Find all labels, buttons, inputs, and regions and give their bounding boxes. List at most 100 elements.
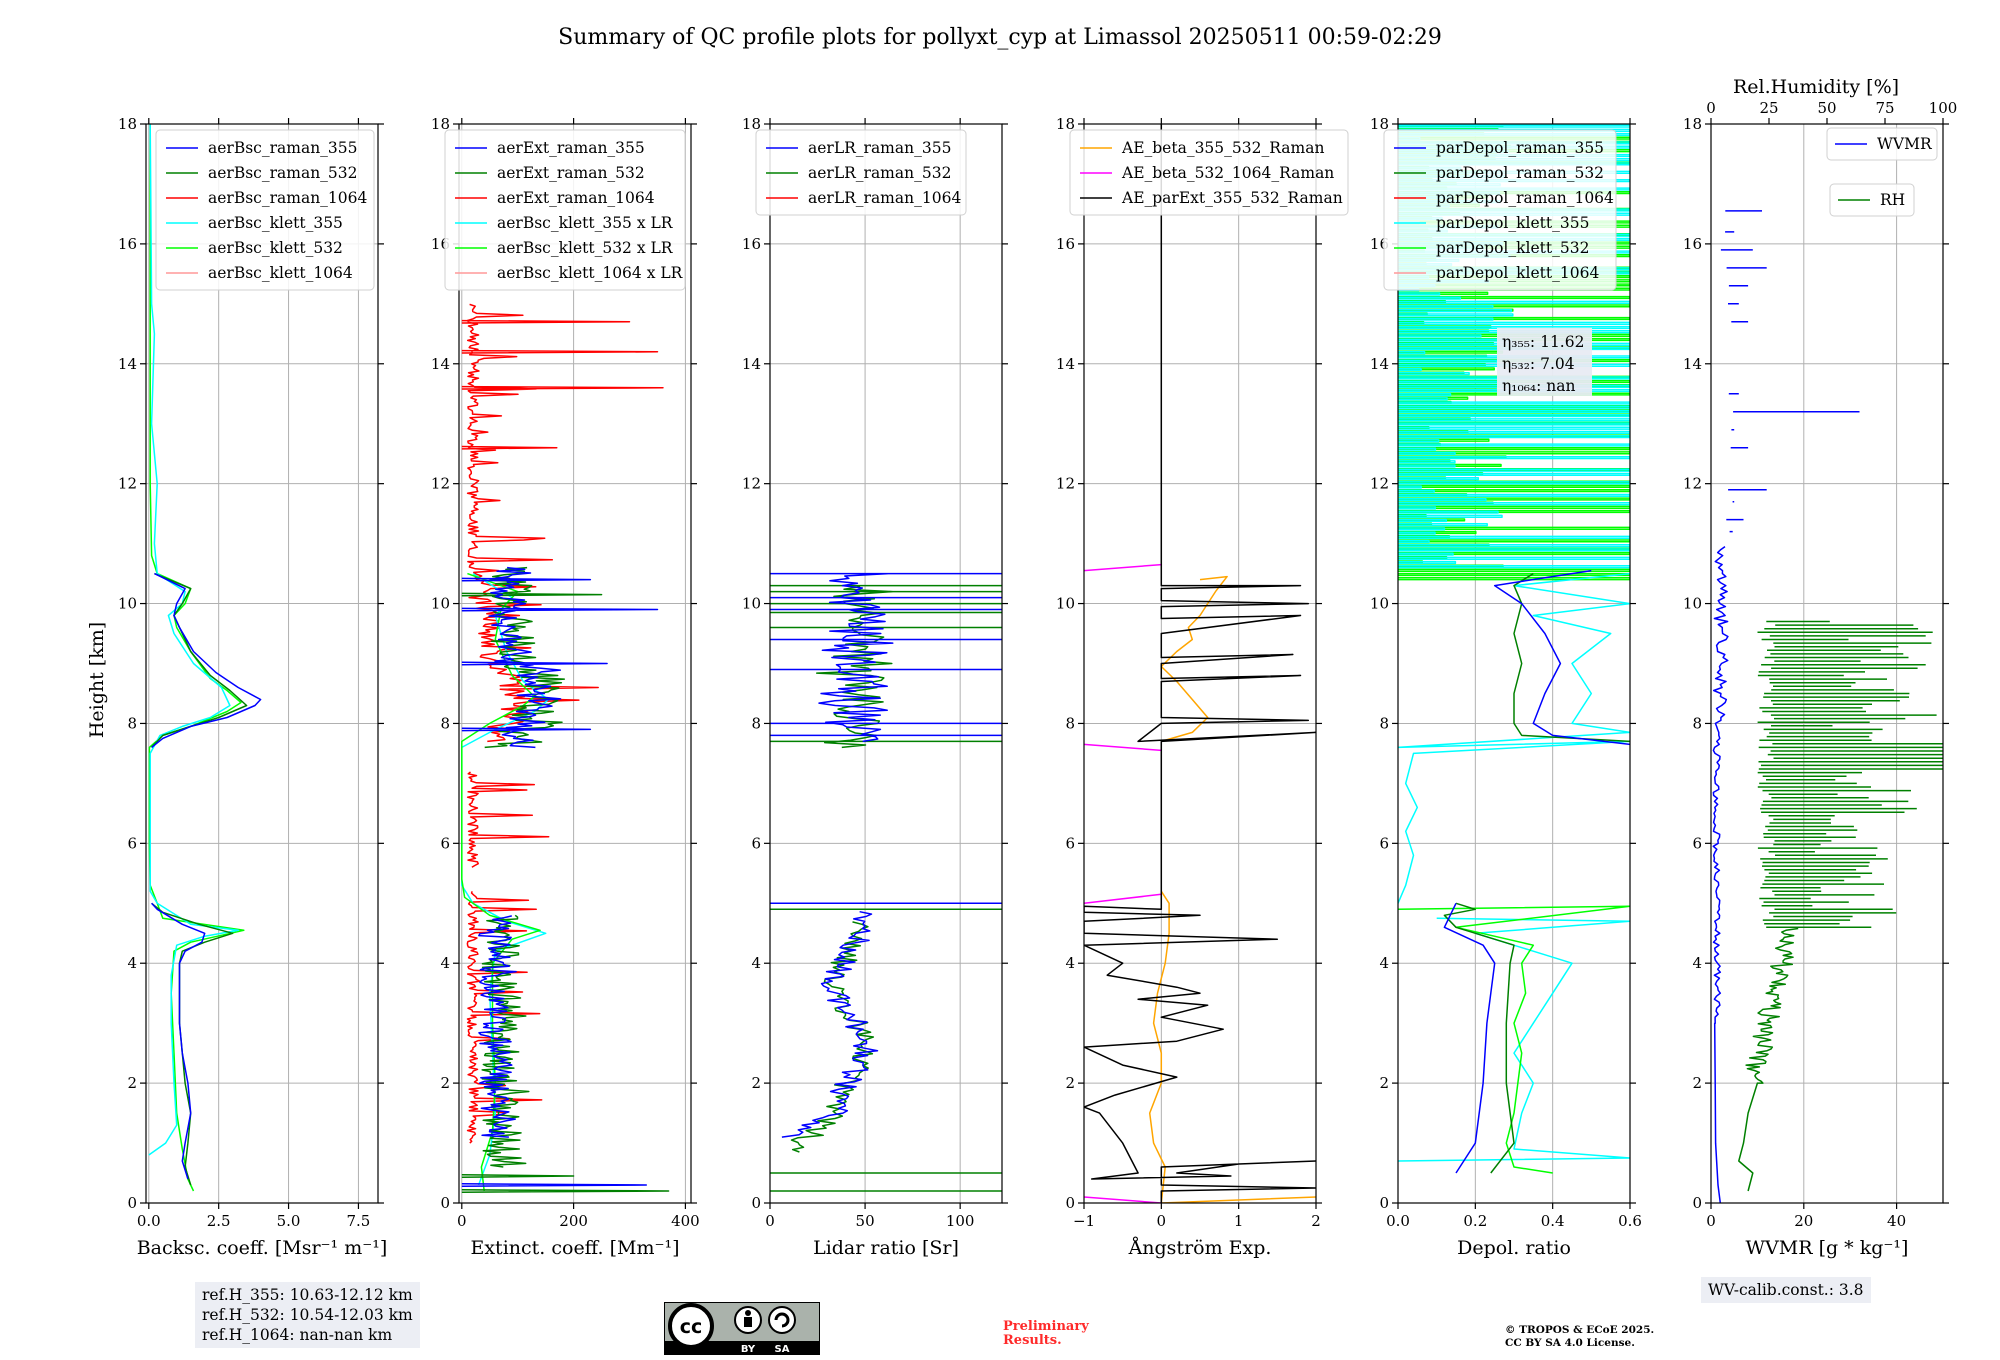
legend-label: aerLR_raman_1064 (808, 189, 961, 207)
preliminary-note: Preliminary Results. (1003, 1320, 1089, 1348)
series-parDepol_klett_355_mid (1398, 917, 1630, 1162)
y-tick-label: 18 (431, 115, 450, 133)
y-tick-label: 4 (127, 954, 137, 972)
cc-by-label: BY (741, 1344, 756, 1355)
legend-label: aerBsc_raman_355 (208, 139, 358, 157)
x-tick-label: 0 (1706, 1212, 1716, 1230)
legend-label: RH (1880, 191, 1905, 209)
legend-lr: aerLR_raman_355 aerLR_raman_532 aerLR_rama… (755, 129, 967, 216)
y-tick-label: 4 (751, 954, 761, 972)
top-x-tick-label: 50 (1817, 99, 1836, 117)
copyright-note: © TROPOS & ECoE 2025. CC BY SA 4.0 Licen… (1505, 1324, 1654, 1350)
series-parDepol_raman_355_upper (1493, 569, 1630, 746)
legend-label: aerBsc_klett_355 (208, 214, 343, 232)
x-tick-label: 20 (1794, 1212, 1813, 1230)
legend-label: WVMR (1877, 135, 1933, 153)
top-x-axis-label: Rel.Humidity [%] (1733, 76, 1899, 98)
y-tick-label: 6 (440, 834, 450, 852)
series-aerLR_raman_532 (770, 584, 1002, 1192)
x-tick-label: 0.0 (1386, 1212, 1410, 1230)
series-group (461, 303, 670, 1193)
x-tick-label: 200 (559, 1212, 588, 1230)
y-tick-label: 2 (127, 1074, 137, 1092)
y-tick-label: 12 (118, 475, 137, 493)
x-tick-label: 0 (457, 1212, 467, 1230)
y-tick-label: 4 (1692, 954, 1702, 972)
top-x-tick-label: 25 (1759, 99, 1778, 117)
y-tick-label: 2 (440, 1074, 450, 1092)
y-tick-label: 8 (751, 714, 761, 732)
y-tick-label: 14 (1683, 355, 1702, 373)
y-tick-label: 12 (742, 475, 761, 493)
legend-label: aerBsc_klett_532 x LR (497, 239, 674, 257)
y-tick-label: 10 (1683, 595, 1702, 613)
series-WVMR (1712, 210, 1860, 1203)
eta-value: η₅₃₂: 7.04 (1502, 355, 1575, 373)
y-tick-label: 10 (1056, 595, 1075, 613)
y-tick-label: 8 (440, 714, 450, 732)
legend-bsc: aerBsc_raman_355 aerBsc_raman_532 aerBsc_r… (155, 129, 375, 291)
y-tick-label: 12 (1683, 475, 1702, 493)
eta-value: η₁₀₆₄: nan (1502, 377, 1576, 395)
series-aerBsc_raman_355 (151, 902, 206, 1180)
axes-frame (1397, 123, 1631, 1204)
legend-label: aerExt_raman_355 (497, 139, 645, 157)
legend-label: aerLR_raman_532 (808, 164, 951, 182)
eta-value: η₃₅₅: 11.62 (1502, 333, 1584, 351)
x-tick-label: 2 (1311, 1212, 1321, 1230)
y-tick-label: 12 (1056, 475, 1075, 493)
series-group (1084, 124, 1316, 1203)
legend-label: aerExt_raman_532 (497, 164, 645, 182)
svg-text:cc: cc (680, 1316, 703, 1338)
legend-label: AE_parExt_355_532_Raman (1121, 189, 1343, 207)
legend-WVMR: WVMR (1826, 127, 1938, 161)
preliminary-line-2: Results. (1003, 1333, 1062, 1348)
x-tick-label: 5.0 (277, 1212, 301, 1230)
legend-label: aerBsc_raman_532 (208, 164, 358, 182)
series-aerBsc_raman_532 (151, 902, 234, 1186)
x-tick-label: 0 (765, 1212, 775, 1230)
y-tick-label: 6 (1065, 834, 1075, 852)
legend-label: AE_beta_355_532_Raman (1121, 139, 1324, 157)
y-tick-label: 16 (742, 235, 761, 253)
y-tick-label: 6 (127, 834, 137, 852)
y-tick-label: 2 (1379, 1074, 1389, 1092)
refh-1064: ref.H_1064: nan-nan km (202, 1326, 393, 1344)
cc-sa-label: SA (775, 1344, 790, 1355)
y-tick-label: 0 (1379, 1194, 1389, 1212)
x-tick-label: 50 (856, 1212, 875, 1230)
series-aerBsc_raman_355_upper (151, 572, 262, 748)
y-tick-label: 0 (127, 1194, 137, 1212)
legend-label: aerBsc_klett_1064 x LR (497, 264, 684, 282)
y-tick-label: 10 (1370, 595, 1389, 613)
x-axis-label: Lidar ratio [Sr] (813, 1237, 959, 1259)
series-aerBsc_klett_355 (148, 124, 239, 1156)
series-AE_beta_532_1064_Raman (1084, 563, 1162, 1203)
top-x-tick-label: 0 (1706, 99, 1716, 117)
wv-calib-text: WV-calib.const.: 3.8 (1708, 1281, 1864, 1299)
y-tick-label: 12 (1370, 475, 1389, 493)
y-tick-label: 8 (1065, 714, 1075, 732)
y-tick-label: 10 (742, 595, 761, 613)
axes-frame (769, 123, 1003, 1204)
x-tick-label: 7.5 (347, 1212, 371, 1230)
x-tick-label: 0.2 (1463, 1212, 1487, 1230)
series-parDepol_raman_355 (1443, 902, 1496, 1174)
legend-ext: aerExt_raman_355 aerExt_raman_532 aerExt_r… (444, 129, 686, 291)
y-tick-label: 8 (1692, 714, 1702, 732)
y-tick-label: 0 (1692, 1194, 1702, 1212)
legend-label: parDepol_klett_532 (1436, 239, 1589, 257)
y-tick-label: 4 (1379, 954, 1389, 972)
x-tick-label: −1 (1073, 1212, 1095, 1230)
series-aerExt_raman_1064 (461, 303, 664, 1144)
x-tick-label: 1 (1234, 1212, 1244, 1230)
series-group (1712, 210, 1943, 1203)
x-tick-label: 100 (946, 1212, 975, 1230)
series-aerExt_raman_355 (461, 566, 659, 1187)
panel-bsc: 0 2 4 6 8 10 12 14 16 18 0.0 2.5 5.0 7.5 Backsc. coeff… (118, 115, 387, 1259)
y-tick-label: 14 (742, 355, 761, 373)
y-tick-label: 0 (440, 1194, 450, 1212)
